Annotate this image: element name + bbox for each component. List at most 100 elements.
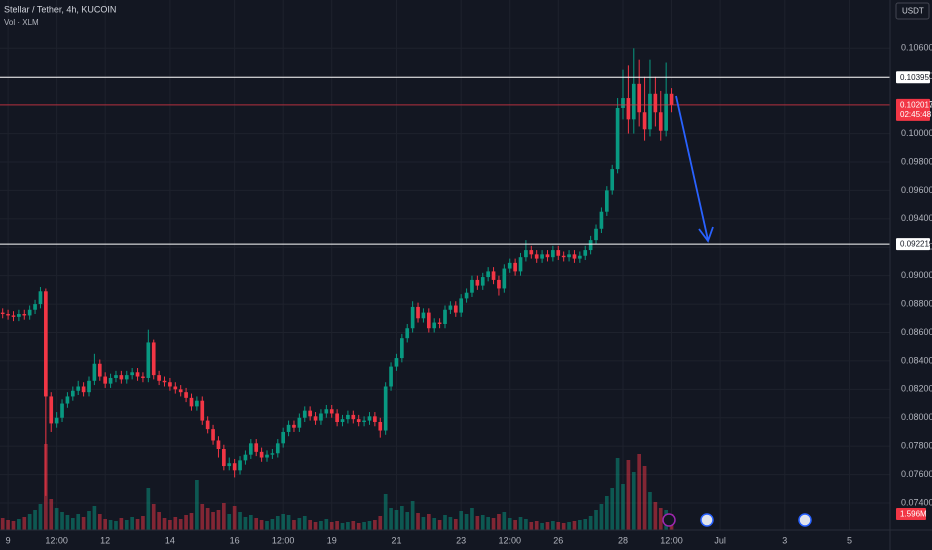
volume-bar (394, 510, 399, 530)
volume-badge (896, 508, 926, 521)
volume-bar (534, 521, 539, 530)
volume-bar (545, 522, 550, 530)
volume-bar (178, 519, 183, 530)
volume-bar (297, 518, 302, 530)
volume-bar (464, 514, 469, 530)
volume-bar (108, 520, 113, 530)
candle-body (610, 169, 615, 191)
candle-body (351, 414, 356, 420)
volume-bar (351, 521, 356, 530)
volume-bar (610, 488, 615, 530)
volume-bar (313, 522, 318, 530)
x-tick-label: 12 (100, 535, 110, 545)
volume-bar (486, 517, 490, 530)
candle-body (114, 375, 118, 378)
x-tick-label: 16 (230, 535, 240, 545)
candle-body (470, 279, 474, 293)
volume-bar (556, 522, 561, 530)
volume-bar (405, 512, 410, 530)
volume-bar (135, 519, 140, 530)
level-badge (896, 238, 930, 251)
volume-bar (27, 514, 32, 530)
candle-body (524, 250, 528, 258)
volume-bar (459, 511, 464, 530)
candle-body (653, 93, 658, 113)
candle-body (308, 410, 312, 417)
volume-bar (286, 515, 291, 530)
volume-bar (599, 504, 604, 530)
volume-bar (631, 472, 636, 530)
volume-bar (324, 519, 329, 530)
volume-bar (367, 521, 372, 530)
volume-bar (470, 508, 474, 530)
volume-bar (130, 517, 134, 530)
candle-body (97, 363, 102, 377)
volume-title: Vol · XLM (4, 18, 39, 27)
event-icon[interactable] (700, 513, 714, 527)
candle-body (621, 98, 625, 108)
x-tick-label: 3 (782, 535, 787, 545)
candle-body (588, 240, 593, 251)
event-icons[interactable] (662, 513, 812, 527)
candle-body (373, 416, 377, 423)
candle-body (464, 292, 469, 299)
volume-bar (92, 506, 97, 530)
volume-bar (410, 501, 415, 530)
candle-body (437, 322, 442, 324)
candle-body (60, 403, 64, 418)
volume-bar (383, 494, 388, 530)
volume-bar (583, 519, 588, 530)
candle-body (599, 211, 604, 229)
candle-body (178, 389, 183, 393)
x-tick-label: 19 (327, 535, 337, 545)
candle-body (561, 255, 566, 258)
volume-bar (480, 515, 485, 530)
volume-bar (189, 513, 194, 530)
price-axis (890, 0, 932, 550)
candle-body (146, 342, 151, 378)
candle-body (335, 413, 339, 423)
volume-bar (448, 517, 453, 530)
x-tick-label: 5 (847, 535, 852, 545)
x-tick-label: 12:00 (272, 535, 295, 545)
volume-bar (362, 522, 366, 530)
candle-body (232, 463, 237, 471)
candle-body (270, 453, 275, 455)
candle-body (340, 419, 345, 423)
currency-box[interactable] (895, 2, 930, 20)
volume-bar (243, 517, 248, 530)
candle-body (534, 254, 539, 259)
candle-body (529, 250, 534, 255)
x-tick-label: 21 (391, 535, 401, 545)
candle-body (648, 93, 652, 130)
volume-bar (270, 519, 275, 530)
event-icon[interactable] (798, 513, 812, 527)
volume-bar (453, 519, 458, 530)
currency-label[interactable]: USDT (902, 7, 924, 16)
arrow-annotation (675, 95, 714, 243)
candle-body (211, 429, 215, 441)
volume-bar (302, 516, 307, 530)
candle-body (44, 291, 48, 397)
volume-bar (524, 519, 528, 530)
candle-body (38, 291, 43, 305)
candle-body (33, 304, 37, 310)
candle-body (604, 190, 609, 212)
candle-body (205, 420, 210, 430)
volume-bar (648, 492, 652, 530)
candle-body (254, 443, 259, 452)
volume-bar (141, 516, 145, 530)
volume-badge-label: 1.596M (900, 510, 927, 519)
y-tick-label: 0.106000 (901, 43, 932, 53)
candle-body (184, 392, 188, 398)
event-icon[interactable] (662, 513, 676, 527)
volume-bar (200, 504, 205, 530)
volume-bar (653, 502, 658, 530)
